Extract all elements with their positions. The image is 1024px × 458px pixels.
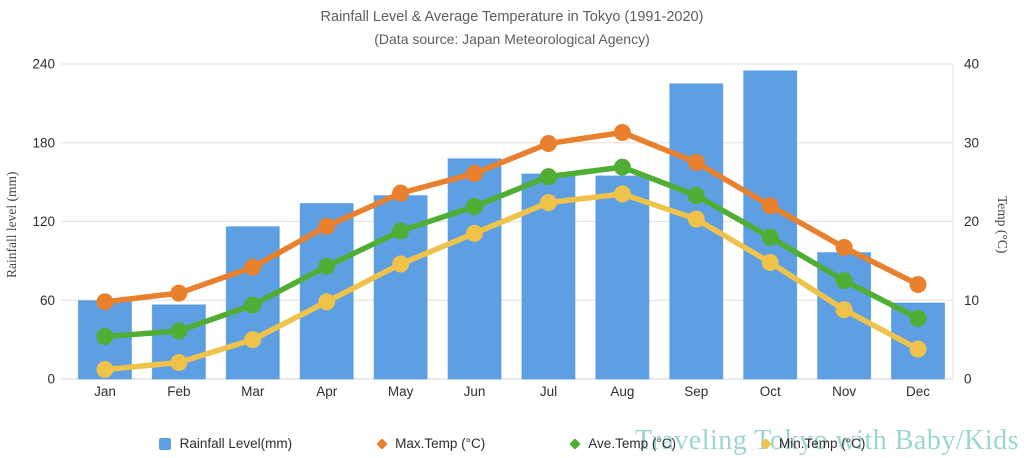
min-temp-point-jul[interactable]: [539, 194, 557, 212]
ave-temp-point-mar[interactable]: [244, 296, 262, 314]
min-temp-point-aug[interactable]: [613, 185, 631, 203]
rainfall-bar-aug[interactable]: [595, 175, 650, 380]
max-temp-point-oct[interactable]: [761, 197, 779, 215]
ave-temp-point-jun[interactable]: [466, 198, 484, 216]
legend-item-max-temp[interactable]: Max.Temp (°C): [376, 436, 486, 451]
x-axis-tick-label: May: [388, 384, 414, 399]
watermark: Traveling Tokyo with Baby/Kids: [634, 425, 1019, 456]
min-temp-point-mar[interactable]: [244, 331, 262, 349]
ave-temp-point-may[interactable]: [392, 222, 410, 240]
min-temp-swatch-icon: [760, 437, 772, 450]
legend: Rainfall Level(mm) Max.Temp (°C) Ave.Tem…: [0, 436, 1024, 451]
chart-title: Rainfall Level & Average Temperature in …: [320, 9, 704, 25]
max-temp-point-feb[interactable]: [170, 284, 188, 302]
ave-temp-point-nov[interactable]: [835, 272, 853, 290]
legend-label-rainfall: Rainfall Level(mm): [179, 436, 293, 451]
y-axis-tick-label: 0: [47, 372, 55, 387]
chart-subtitle: (Data source: Japan Meteorological Agenc…: [374, 31, 650, 47]
max-temp-point-apr[interactable]: [318, 217, 336, 235]
min-temp-point-apr[interactable]: [318, 293, 336, 311]
y2-axis-tick-label: 10: [964, 293, 979, 308]
ave-temp-point-sep[interactable]: [687, 187, 705, 205]
y-axis-tick-label: 60: [40, 293, 55, 308]
ave-temp-point-jan[interactable]: [96, 327, 114, 345]
ave-temp-point-apr[interactable]: [318, 257, 336, 275]
max-temp-point-jan[interactable]: [96, 293, 114, 311]
min-temp-point-may[interactable]: [392, 255, 410, 273]
max-temp-point-dec[interactable]: [909, 276, 927, 293]
x-axis-tick-label: Feb: [167, 384, 190, 399]
min-temp-point-nov[interactable]: [835, 301, 853, 319]
max-temp-line: [102, 129, 921, 305]
max-temp-point-sep[interactable]: [687, 153, 705, 171]
max-temp-point-nov[interactable]: [835, 238, 853, 256]
ave-temp-point-aug[interactable]: [613, 158, 631, 176]
x-axis-tick-label: Apr: [316, 384, 338, 399]
x-axis-tick-label: Mar: [241, 384, 265, 399]
max-temp-point-mar[interactable]: [244, 258, 262, 276]
x-axis-tick-label: Oct: [760, 384, 781, 399]
ave-temp-point-jul[interactable]: [539, 168, 557, 186]
ave-temp-point-oct[interactable]: [761, 228, 779, 246]
legend-label-max-temp: Max.Temp (°C): [395, 436, 486, 451]
min-temp-point-sep[interactable]: [687, 210, 705, 228]
max-temp-point-jun[interactable]: [466, 164, 484, 182]
max-temp-swatch-icon: [376, 437, 388, 450]
y-axis-tick-label: 180: [32, 135, 55, 150]
min-temp-point-jan[interactable]: [96, 361, 114, 379]
y-axis-tick-label: 240: [32, 57, 55, 72]
y2-axis-tick-label: 40: [964, 57, 979, 72]
min-temp-point-dec[interactable]: [909, 340, 927, 358]
min-temp-point-feb[interactable]: [170, 353, 188, 371]
max-temp-point-jul[interactable]: [539, 135, 557, 153]
legend-item-ave-temp[interactable]: Ave.Temp (°C): [569, 436, 676, 451]
x-axis-tick-label: Jun: [464, 384, 486, 399]
ave-temp-line: [102, 164, 921, 340]
y2-axis-tick-label: 0: [964, 372, 972, 387]
min-temp-point-oct[interactable]: [761, 253, 779, 271]
legend-item-min-temp[interactable]: Min.Temp (°C): [760, 436, 866, 451]
max-temp-point-aug[interactable]: [613, 124, 631, 142]
ave-temp-swatch-icon: [569, 437, 581, 450]
ave-temp-point-feb[interactable]: [170, 322, 188, 340]
y2-axis-tick-label: 20: [964, 214, 979, 229]
x-axis-tick-label: Nov: [832, 384, 856, 399]
x-axis-tick-label: Jan: [94, 384, 116, 399]
min-temp-point-jun[interactable]: [466, 224, 484, 242]
x-axis-tick-label: Dec: [906, 384, 930, 399]
rainfall-bar-jun[interactable]: [447, 158, 502, 380]
legend-item-rainfall[interactable]: Rainfall Level(mm): [158, 436, 293, 451]
y2-axis-tick-label: 30: [964, 135, 979, 150]
ave-temp-point-dec[interactable]: [909, 309, 927, 327]
legend-label-min-temp: Min.Temp (°C): [778, 436, 866, 451]
y-axis-title-temp: Temp (°C): [995, 196, 1010, 254]
x-axis-tick-label: Sep: [684, 384, 708, 399]
y-axis-tick-label: 120: [32, 214, 55, 229]
legend-label-ave-temp: Ave.Temp (°C): [588, 436, 676, 451]
x-axis-tick-label: Jul: [540, 384, 557, 399]
x-axis-tick-label: Aug: [610, 384, 634, 399]
max-temp-point-may[interactable]: [392, 184, 410, 202]
rainfall-swatch-icon: [158, 437, 171, 450]
min-temp-line: [102, 191, 921, 373]
